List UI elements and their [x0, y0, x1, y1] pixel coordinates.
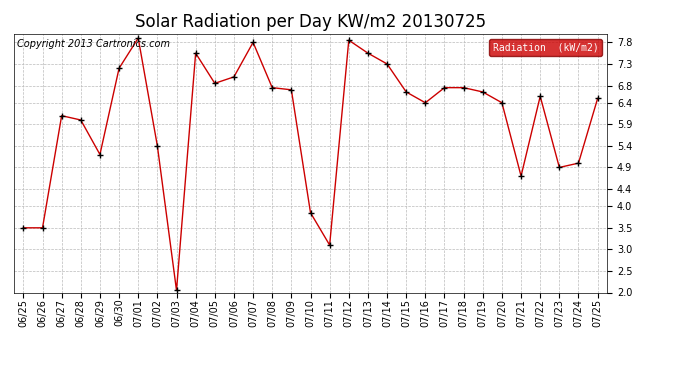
Legend: Radiation  (kW/m2): Radiation (kW/m2) [489, 39, 602, 56]
Title: Solar Radiation per Day KW/m2 20130725: Solar Radiation per Day KW/m2 20130725 [135, 13, 486, 31]
Text: Copyright 2013 Cartronics.com: Copyright 2013 Cartronics.com [17, 39, 170, 49]
